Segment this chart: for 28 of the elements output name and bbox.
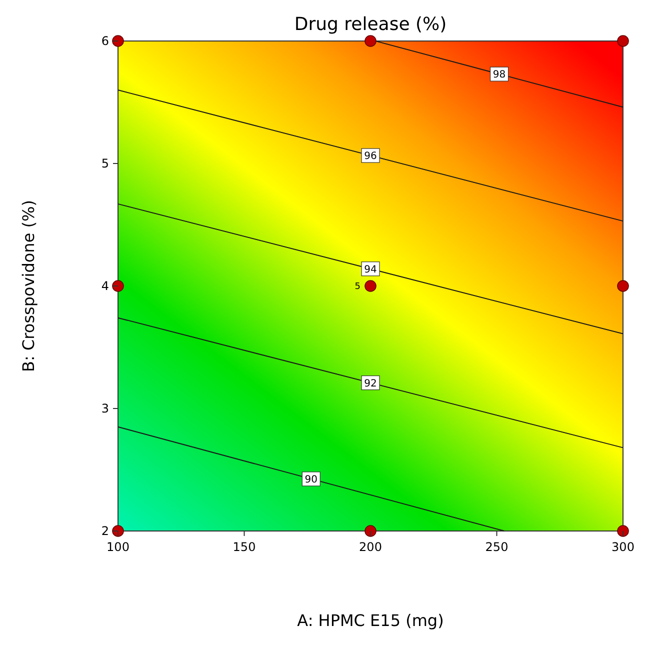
y-tick-label: 5 — [101, 156, 109, 170]
x-axis-title: A: HPMC E15 (mg) — [297, 611, 444, 630]
y-tick-label: 3 — [101, 402, 109, 416]
series-label: 94 — [364, 264, 377, 276]
x-tick-label: 100 — [106, 540, 130, 554]
y-axis-title: B: Crosspovidone (%) — [19, 200, 38, 372]
point — [617, 280, 629, 292]
point — [364, 280, 376, 292]
annotation: 5 — [354, 282, 360, 292]
point — [617, 35, 629, 47]
series-label: 96 — [364, 151, 377, 162]
point — [112, 525, 124, 537]
series-label: 98 — [492, 70, 506, 81]
point — [112, 280, 124, 292]
x-tick-label: 300 — [612, 540, 634, 554]
x-tick-label: 150 — [232, 540, 256, 554]
series-label: 92 — [364, 378, 377, 390]
point — [364, 35, 376, 47]
y-tick-label: 2 — [101, 524, 109, 538]
point — [112, 35, 124, 47]
chart-title: Drug release (%) — [294, 14, 447, 35]
point — [617, 525, 629, 537]
series-label: 90 — [304, 474, 318, 486]
x-tick-label: 250 — [485, 540, 508, 554]
point — [364, 525, 376, 537]
x-tick-label: 200 — [359, 540, 382, 554]
y-tick-label: 4 — [101, 279, 109, 293]
y-tick-label: 6 — [101, 34, 109, 48]
